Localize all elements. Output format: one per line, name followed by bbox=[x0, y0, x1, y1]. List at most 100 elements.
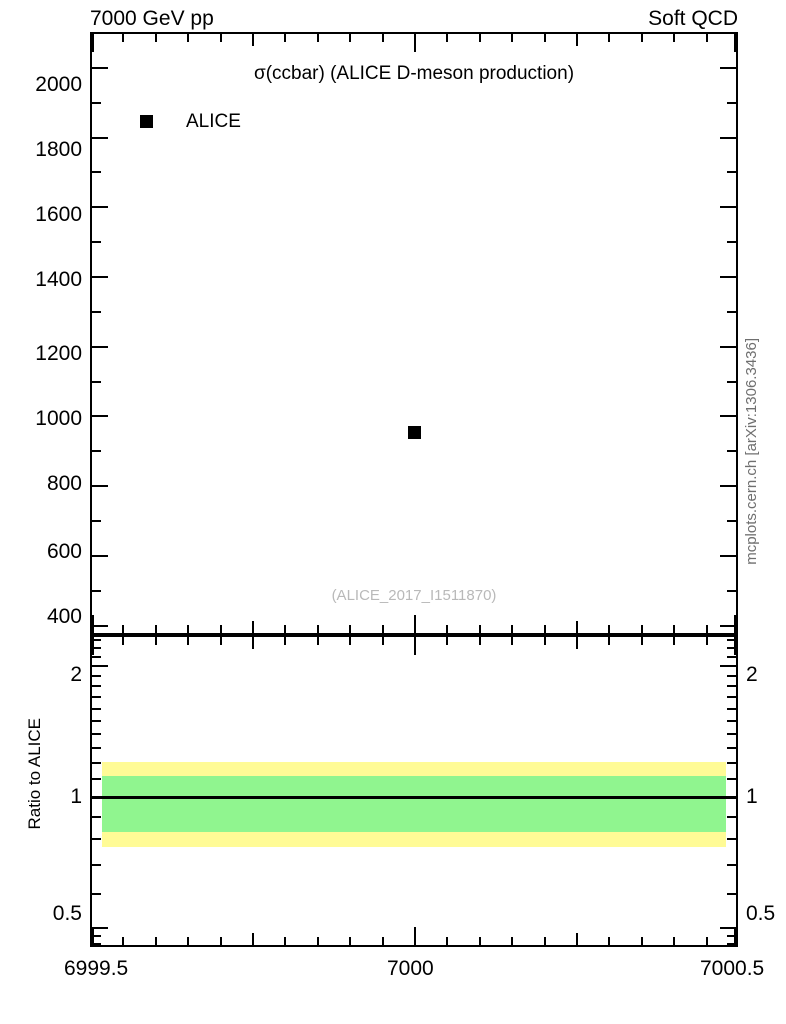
main-xtick-top-9 bbox=[382, 34, 384, 42]
ratio-ytick-left-2.1 bbox=[92, 656, 101, 658]
main-xtick-top-5 bbox=[252, 34, 254, 46]
main-xtick-bottom-13 bbox=[511, 625, 513, 633]
main-xtick-bottom-14 bbox=[544, 625, 546, 633]
legend: ALICE bbox=[140, 112, 241, 131]
ratio-xtick-bottom-5 bbox=[252, 933, 254, 945]
ratio-ytick-left-0.5 bbox=[92, 927, 108, 929]
ratio-xtick-top-1 bbox=[122, 637, 124, 645]
ratio-ytick-left-2 bbox=[92, 665, 108, 667]
ytick-label-1800: 1800 bbox=[35, 138, 82, 161]
main-xtick-bottom-3 bbox=[187, 625, 189, 633]
ratio-xtick-top-10 bbox=[414, 637, 416, 655]
main-ytick-right-700 bbox=[727, 520, 736, 522]
ratio-ytick-right-0.7 bbox=[727, 864, 736, 866]
main-xtick-top-3 bbox=[187, 34, 189, 42]
main-xtick-bottom-7 bbox=[317, 625, 319, 633]
ratio-xtick-bottom-3 bbox=[187, 937, 189, 945]
main-ytick-right-1000 bbox=[720, 415, 736, 417]
main-ytick-right-400 bbox=[720, 625, 736, 627]
main-xtick-bottom-18 bbox=[673, 625, 675, 633]
ratio-xtick-bottom-1 bbox=[122, 937, 124, 945]
ratio-xtick-bottom-13 bbox=[511, 937, 513, 945]
ratio-xtick-top-9 bbox=[382, 637, 384, 645]
ratio-xtick-bottom-8 bbox=[349, 937, 351, 945]
xtick-label-6999-5: 6999.5 bbox=[64, 957, 129, 980]
main-xtick-bottom-10 bbox=[414, 615, 416, 633]
ratio-ytick-right-1.1 bbox=[727, 778, 736, 780]
ratio-ytick-label-1-right: 1 bbox=[746, 785, 758, 808]
ratio-ytick-right-0.9 bbox=[727, 816, 736, 818]
main-ytick-left-800 bbox=[92, 485, 108, 487]
main-xtick-top-15 bbox=[576, 34, 578, 46]
main-ytick-right-1400 bbox=[720, 276, 736, 278]
ratio-ytick-left-1.8 bbox=[92, 685, 101, 687]
ratio-xtick-top-8 bbox=[349, 637, 351, 645]
ratio-ytick-right-1.9 bbox=[727, 675, 736, 677]
ratio-ytick-right-1.3 bbox=[727, 747, 736, 749]
main-ytick-left-400 bbox=[92, 625, 108, 627]
ratio-xtick-top-15 bbox=[576, 637, 578, 649]
main-xtick-bottom-6 bbox=[284, 625, 286, 633]
ratio-ytick-right-0.48 bbox=[727, 935, 736, 937]
main-xtick-bottom-5 bbox=[252, 621, 254, 633]
header-category-label: Soft QCD bbox=[648, 7, 738, 30]
ratio-xtick-top-6 bbox=[284, 637, 286, 645]
ratio-ytick-label-05-right: 0.5 bbox=[746, 902, 776, 925]
ratio-ytick-left-1.5 bbox=[92, 720, 101, 722]
ratio-ytick-right-1.8 bbox=[727, 685, 736, 687]
ytick-label-400: 400 bbox=[46, 605, 82, 628]
ratio-xtick-bottom-20 bbox=[734, 927, 736, 945]
ratio-xtick-bottom-11 bbox=[446, 937, 448, 945]
main-ytick-left-1300 bbox=[92, 311, 101, 313]
ratio-ytick-left-0.8 bbox=[92, 838, 101, 840]
ratio-ytick-left-0.48 bbox=[92, 935, 101, 937]
main-ytick-left-900 bbox=[92, 450, 101, 452]
main-ytick-left-600 bbox=[92, 555, 108, 557]
ratio-xtick-top-14 bbox=[544, 637, 546, 645]
main-xtick-bottom-2 bbox=[155, 625, 157, 633]
ratio-xtick-bottom-19 bbox=[706, 937, 708, 945]
ytick-label-1200: 1200 bbox=[35, 342, 82, 365]
ratio-ytick-left-0.7 bbox=[92, 864, 101, 866]
main-xtick-bottom-12 bbox=[479, 625, 481, 633]
xtick-label-7000: 7000 bbox=[387, 957, 434, 980]
ratio-xtick-bottom-9 bbox=[382, 937, 384, 945]
main-xtick-bottom-17 bbox=[641, 625, 643, 633]
ratio-ytick-right-2.1 bbox=[727, 656, 736, 658]
main-ytick-left-1400 bbox=[92, 276, 108, 278]
main-ytick-left-1900 bbox=[92, 102, 101, 104]
main-xtick-bottom-20 bbox=[734, 615, 736, 633]
ratio-ytick-label-2-right: 2 bbox=[746, 663, 758, 686]
ratio-xtick-bottom-12 bbox=[479, 937, 481, 945]
main-xtick-bottom-19 bbox=[706, 625, 708, 633]
ratio-xtick-top-7 bbox=[317, 637, 319, 645]
ratio-ytick-left-1.4 bbox=[92, 733, 101, 735]
main-ytick-left-700 bbox=[92, 520, 101, 522]
main-ytick-left-1200 bbox=[92, 346, 108, 348]
main-xtick-bottom-15 bbox=[576, 621, 578, 633]
ratio-ytick-right-0.8 bbox=[727, 838, 736, 840]
main-xtick-bottom-9 bbox=[382, 625, 384, 633]
main-xtick-top-10 bbox=[414, 34, 416, 52]
main-xtick-top-18 bbox=[673, 34, 675, 42]
ratio-ytick-left-0.46 bbox=[92, 943, 101, 945]
ratio-xtick-bottom-4 bbox=[220, 937, 222, 945]
header-beam-label: 7000 GeV pp bbox=[90, 7, 214, 30]
ratio-axis-label: Ratio to ALICE bbox=[25, 718, 44, 830]
main-xtick-bottom-4 bbox=[220, 625, 222, 633]
main-ytick-left-1700 bbox=[92, 171, 101, 173]
ratio-ytick-left-0.9 bbox=[92, 816, 101, 818]
main-ytick-right-1900 bbox=[727, 102, 736, 104]
main-xtick-bottom-11 bbox=[446, 625, 448, 633]
ratio-ytick-right-2.3 bbox=[727, 639, 736, 641]
main-xtick-top-12 bbox=[479, 34, 481, 42]
ratio-xtick-top-2 bbox=[155, 637, 157, 645]
main-ytick-left-1800 bbox=[92, 137, 108, 139]
main-ytick-right-900 bbox=[727, 450, 736, 452]
ratio-xtick-top-16 bbox=[608, 637, 610, 645]
ytick-label-1000: 1000 bbox=[35, 407, 82, 430]
ratio-xtick-top-3 bbox=[187, 637, 189, 645]
ratio-xtick-top-18 bbox=[673, 637, 675, 645]
ratio-xtick-top-4 bbox=[220, 637, 222, 645]
